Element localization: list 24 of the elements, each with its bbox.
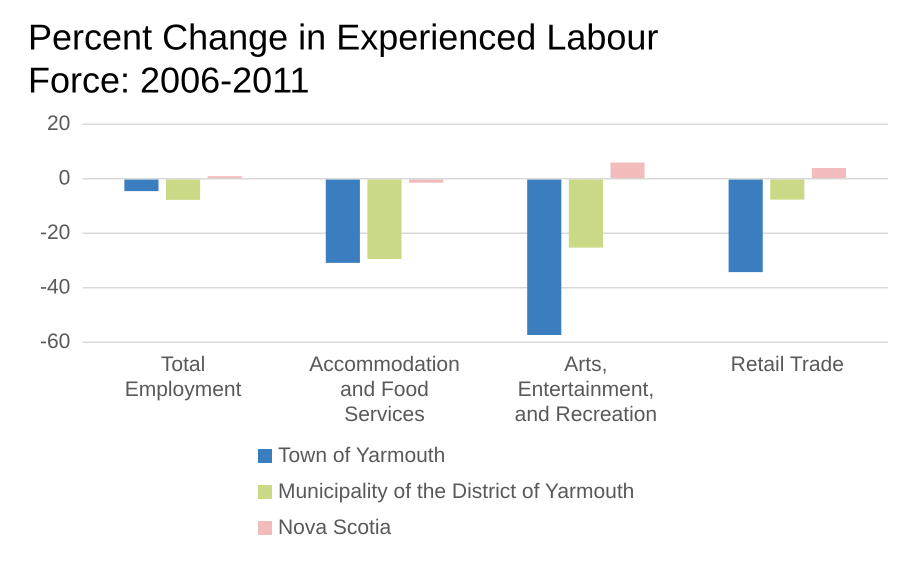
- x-tick-label: Arts, Entertainment, and Recreation: [514, 352, 658, 426]
- chart-title: Percent Change in Experienced Labour Force: 2006-2011: [28, 16, 658, 101]
- legend-label: Town of Yarmouth: [278, 444, 446, 468]
- y-tick-label: -20: [40, 221, 70, 244]
- bar: [124, 180, 158, 192]
- bar: [610, 162, 645, 178]
- bar: [770, 180, 804, 200]
- bar: [409, 180, 444, 183]
- x-tick-label: Accommodation and Food Services: [309, 352, 460, 426]
- y-tick-label: 0: [58, 166, 70, 190]
- bar: [568, 180, 603, 248]
- bar: [812, 168, 846, 178]
- y-tick-label: 20: [46, 112, 70, 136]
- x-tick-label: Retail Trade: [730, 352, 844, 376]
- bar: [166, 180, 200, 200]
- y-tick-label: -60: [40, 330, 70, 354]
- legend-label: Municipality of the District of Yarmouth: [278, 480, 634, 504]
- bar: [527, 180, 562, 336]
- bar: [728, 180, 763, 272]
- legend-label: Nova Scotia: [278, 516, 392, 540]
- bar: [326, 180, 360, 263]
- y-tick-label: -40: [40, 276, 70, 299]
- bar: [367, 180, 402, 260]
- x-tick-label: Total Employment: [124, 352, 242, 401]
